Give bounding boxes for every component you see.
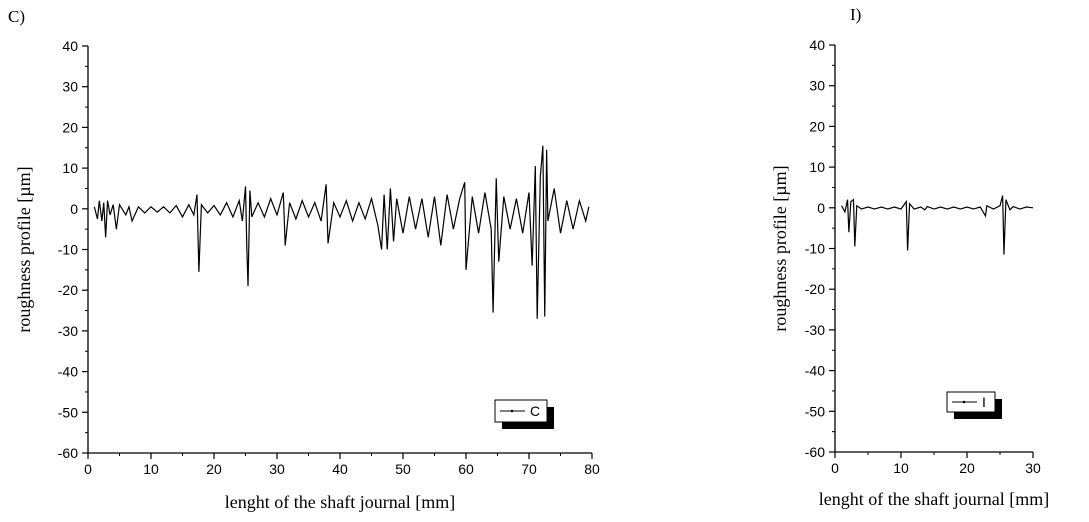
x-tick-label: 70: [521, 461, 537, 477]
y-axis-title: roughness profile [µm]: [14, 166, 34, 332]
y-tick-label: -30: [58, 323, 78, 339]
x-tick-label: 40: [332, 461, 348, 477]
x-axis-title: lenght of the shaft journal [mm]: [225, 492, 455, 512]
y-tick-label: 40: [809, 37, 825, 53]
y-tick-label: 10: [62, 160, 78, 176]
x-tick-label: 10: [893, 460, 909, 476]
x-tick-label: 50: [395, 461, 411, 477]
legend-marker: [962, 400, 966, 404]
x-tick-label: 30: [1025, 460, 1041, 476]
x-tick-label: 80: [584, 461, 600, 477]
x-axis-title: lenght of the shaft journal [mm]: [819, 489, 1049, 509]
x-tick-label: 10: [143, 461, 159, 477]
y-tick-label: -40: [805, 363, 825, 379]
y-tick-label: -40: [58, 364, 78, 380]
y-tick-label: -20: [58, 282, 78, 298]
y-tick-label: -20: [805, 281, 825, 297]
chart-c: C) -60 -50 -40 -30 -20 -10 0 10 20 30 40 0 10 20 30 40 50…: [8, 7, 600, 512]
y-tick-label: 0: [70, 201, 78, 217]
panel-label: I): [850, 5, 861, 24]
y-tick-label: -30: [805, 322, 825, 338]
y-tick-label: 10: [809, 159, 825, 175]
y-tick-label: -60: [805, 444, 825, 460]
legend: I: [946, 391, 1002, 419]
x-tick-label: 20: [206, 461, 222, 477]
x-tick-label: 20: [959, 460, 975, 476]
y-tick-label: 20: [62, 119, 78, 135]
x-tick-label: 0: [84, 461, 92, 477]
series-line-I: [841, 195, 1034, 255]
y-tick-label: 0: [817, 200, 825, 216]
y-tick-label: -60: [58, 445, 78, 461]
x-tick-label: 30: [269, 461, 285, 477]
y-tick-label: 20: [809, 118, 825, 134]
y-tick-label: -10: [805, 241, 825, 257]
x-tick-label: 60: [458, 461, 474, 477]
y-tick-label: -50: [805, 403, 825, 419]
legend-label: C: [530, 403, 540, 419]
y-axis-title: roughness profile [µm]: [770, 165, 790, 331]
y-tick-label: -10: [58, 242, 78, 258]
y-tick-label: -50: [58, 404, 78, 420]
y-tick-label: 30: [809, 78, 825, 94]
legend-marker: [510, 409, 514, 413]
y-tick-label: 30: [62, 79, 78, 95]
y-tick-label: 40: [62, 38, 78, 54]
series-line-C: [93, 145, 590, 319]
legend-label: I: [982, 394, 986, 410]
legend: C: [494, 399, 554, 429]
x-tick-label: 0: [831, 460, 839, 476]
chart-i: I) -60 -50 -40 -30 -20 -10 0 10 20 30 40 0 10 20 30 leng…: [770, 5, 1049, 509]
panel-label: C): [8, 7, 25, 26]
